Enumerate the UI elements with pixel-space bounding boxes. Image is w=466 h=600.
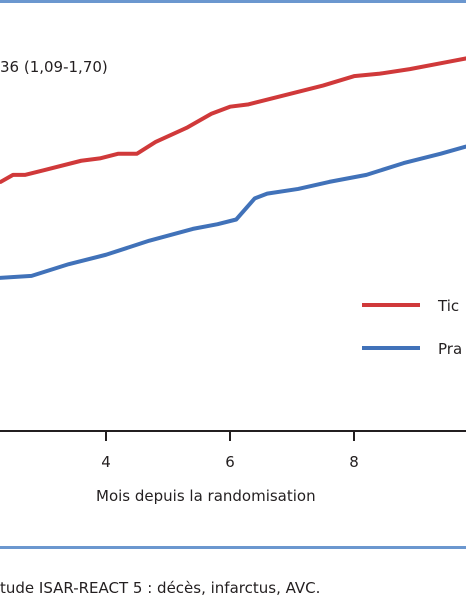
x-tick-label: 6 [225, 453, 235, 471]
legend: Tic Pra [362, 297, 462, 358]
legend-label-pra: Pra [438, 340, 462, 358]
figure-caption: tude ISAR-REACT 5 : décès, infarctus, AV… [0, 579, 321, 597]
x-tick-label: 4 [101, 453, 111, 471]
x-tick-label: 8 [349, 453, 359, 471]
top-rule [0, 0, 466, 3]
bottom-rule [0, 546, 466, 549]
series-line-pra [0, 144, 466, 280]
hazard-ratio-text: 36 (1,09-1,70) [0, 58, 108, 76]
series-layer [0, 56, 466, 280]
series-line-tic [0, 56, 466, 184]
tick-layer: 4 6 8 [101, 431, 359, 471]
x-axis-label: Mois depuis la randomisation [96, 487, 316, 505]
legend-label-tic: Tic [437, 297, 459, 315]
kaplan-meier-chart: 4 6 8 Tic Pra [0, 56, 466, 471]
